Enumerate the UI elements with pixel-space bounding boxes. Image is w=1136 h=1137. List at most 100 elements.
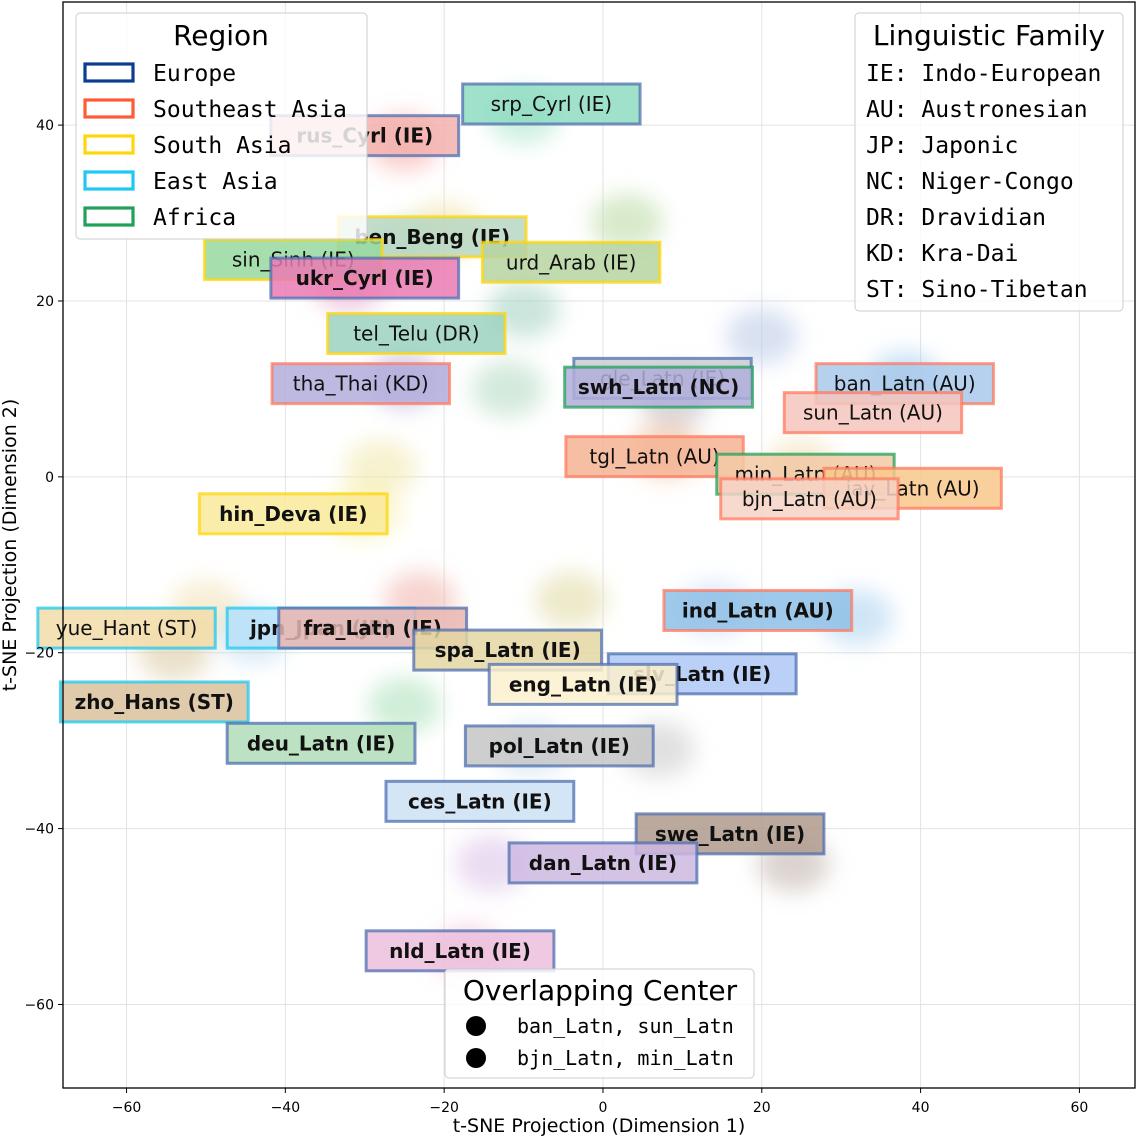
language-label-text: ind_Latn (AU)	[682, 599, 834, 623]
family-legend-entry: NC: Niger-Congo	[866, 169, 1074, 195]
language-label-box	[364, 929, 556, 973]
region-legend-label: East Asia	[153, 169, 278, 195]
language-label-text: srp_Cyrl (IE)	[491, 92, 612, 116]
y-tick-label: −40	[24, 822, 54, 838]
overlap-legend: Overlapping Center ban_Latn, sun_Latnbjn…	[444, 968, 755, 1079]
language-label-text: ukr_Cyrl (IE)	[296, 266, 434, 290]
label-layer: srp_Cyrl (IE)rus_Cyrl (IE)ben_Beng (IE)s…	[36, 82, 1003, 973]
family-legend-entry: ST: Sino-Tibetan	[866, 277, 1088, 303]
language-label-box	[384, 779, 576, 823]
family-legend-entry: JP: Japonic	[866, 133, 1018, 159]
cluster-blob	[535, 571, 608, 628]
language-label: zho_Hans (ST)	[58, 680, 250, 724]
region-legend: Region Europe Southeast Asia South Asia Eas…	[75, 12, 368, 240]
language-label-box	[563, 365, 754, 409]
x-tick-label: 20	[753, 1100, 771, 1116]
x-tick-label: −40	[271, 1100, 301, 1116]
x-tick-label: 60	[1071, 1100, 1089, 1116]
region-swatch	[83, 170, 135, 191]
language-label: sun_Latn (AU)	[782, 391, 964, 435]
overlap-legend-entry: ban_Latn, sun_Latn	[517, 1014, 734, 1038]
language-label-box	[270, 362, 451, 406]
language-label-text: dan_Latn (IE)	[529, 851, 677, 875]
language-label-text: hin_Deva (IE)	[219, 502, 367, 526]
language-label-text: yue_Hant (ST)	[56, 616, 198, 640]
language-label: tha_Thai (KD)	[270, 362, 451, 406]
language-label: hin_Deva (IE)	[197, 492, 389, 536]
language-label: ukr_Cyrl (IE)	[269, 256, 461, 300]
family-legend-entry: KD: Kra-Dai	[866, 241, 1018, 267]
language-label: deu_Latn (IE)	[225, 721, 417, 765]
y-axis-label: t-SNE Projection (Dimension 2)	[0, 399, 21, 692]
plot-frame	[62, 1, 1136, 1089]
language-label-text: ces_Latn (IE)	[408, 789, 552, 813]
language-label-box	[719, 477, 900, 521]
cluster-blob	[368, 677, 441, 734]
language-label-text: swh_Latn (NC)	[578, 375, 739, 399]
x-tick-label: 40	[912, 1100, 930, 1116]
language-label-text: spa_Latn (IE)	[435, 638, 581, 662]
x-axis-label: t-SNE Projection (Dimension 1)	[453, 1115, 746, 1137]
region-swatch	[83, 98, 135, 119]
language-label-text: pol_Latn (IE)	[489, 734, 630, 758]
y-tick-label: 20	[36, 294, 54, 310]
region-legend-label: South Asia	[153, 133, 291, 159]
language-label-box	[197, 492, 389, 536]
language-label: eng_Latn (IE)	[487, 662, 679, 706]
family-legend-title: Linguistic Family	[873, 19, 1105, 52]
x-tick-label: 0	[599, 1100, 608, 1116]
region-legend-title: Region	[173, 19, 269, 52]
family-legend-entry: AU: Austronesian	[866, 97, 1088, 123]
cluster-blob	[344, 440, 417, 497]
language-label-text: bjn_Latn (AU)	[742, 487, 877, 511]
family-legend-frame	[854, 12, 1124, 312]
language-label-text: sun_Latn (AU)	[803, 401, 943, 425]
language-label: fra_Latn (IE)	[277, 606, 469, 650]
region-legend-label: Africa	[153, 205, 236, 231]
region-legend-label: Europe	[153, 61, 236, 87]
overlap-marker	[466, 1048, 486, 1068]
language-label: swe_Latn (IE)	[634, 812, 826, 856]
language-label-box	[58, 680, 250, 724]
language-label-text: nld_Latn (IE)	[389, 939, 531, 963]
language-label-box	[269, 256, 461, 300]
y-tick-label: 0	[45, 470, 54, 486]
cluster-blob	[471, 360, 544, 417]
overlap-legend-title: Overlapping Center	[463, 974, 738, 1007]
language-label: dan_Latn (IE)	[507, 841, 699, 885]
region-swatch	[83, 134, 135, 155]
language-label-box	[782, 391, 964, 435]
language-label: tgl_Latn (AU)	[564, 435, 745, 479]
language-label-text: zho_Hans (ST)	[75, 690, 234, 714]
family-legend-entry: IE: Indo-European	[866, 61, 1101, 87]
y-tick-label: −60	[24, 997, 54, 1013]
region-swatch	[83, 206, 135, 227]
cluster-blob	[590, 193, 663, 250]
language-label-text: eng_Latn (IE)	[509, 672, 658, 696]
language-label: pol_Latn (IE)	[463, 724, 655, 768]
language-label-box	[564, 435, 745, 479]
language-label-box	[507, 841, 699, 885]
region-legend-frame	[75, 12, 368, 240]
language-label: spa_Latn (IE)	[412, 628, 604, 672]
language-label-box	[481, 240, 662, 284]
language-label: swh_Latn (NC)	[563, 365, 754, 409]
overlap-legend-frame	[444, 968, 755, 1079]
language-label-box	[463, 724, 655, 768]
overlap-marker	[466, 1016, 486, 1036]
x-tick-label: −20	[429, 1100, 459, 1116]
language-label-text: tgl_Latn (AU)	[589, 445, 719, 469]
language-label: tel_Telu (DR)	[326, 312, 507, 356]
x-tick-label: −60	[112, 1100, 142, 1116]
language-label-box	[225, 721, 417, 765]
family-legend: Linguistic Family IE: Indo-European AU: A…	[854, 12, 1124, 312]
overlap-legend-entry: bjn_Latn, min_Latn	[517, 1046, 734, 1070]
language-label-box	[487, 662, 679, 706]
language-label-text: tel_Telu (DR)	[353, 322, 479, 346]
language-label: yue_Hant (ST)	[36, 606, 217, 650]
region-swatch	[83, 62, 135, 83]
language-label: ind_Latn (AU)	[662, 589, 854, 633]
y-tick-label: −20	[24, 646, 54, 662]
region-legend-label: Southeast Asia	[153, 97, 347, 123]
